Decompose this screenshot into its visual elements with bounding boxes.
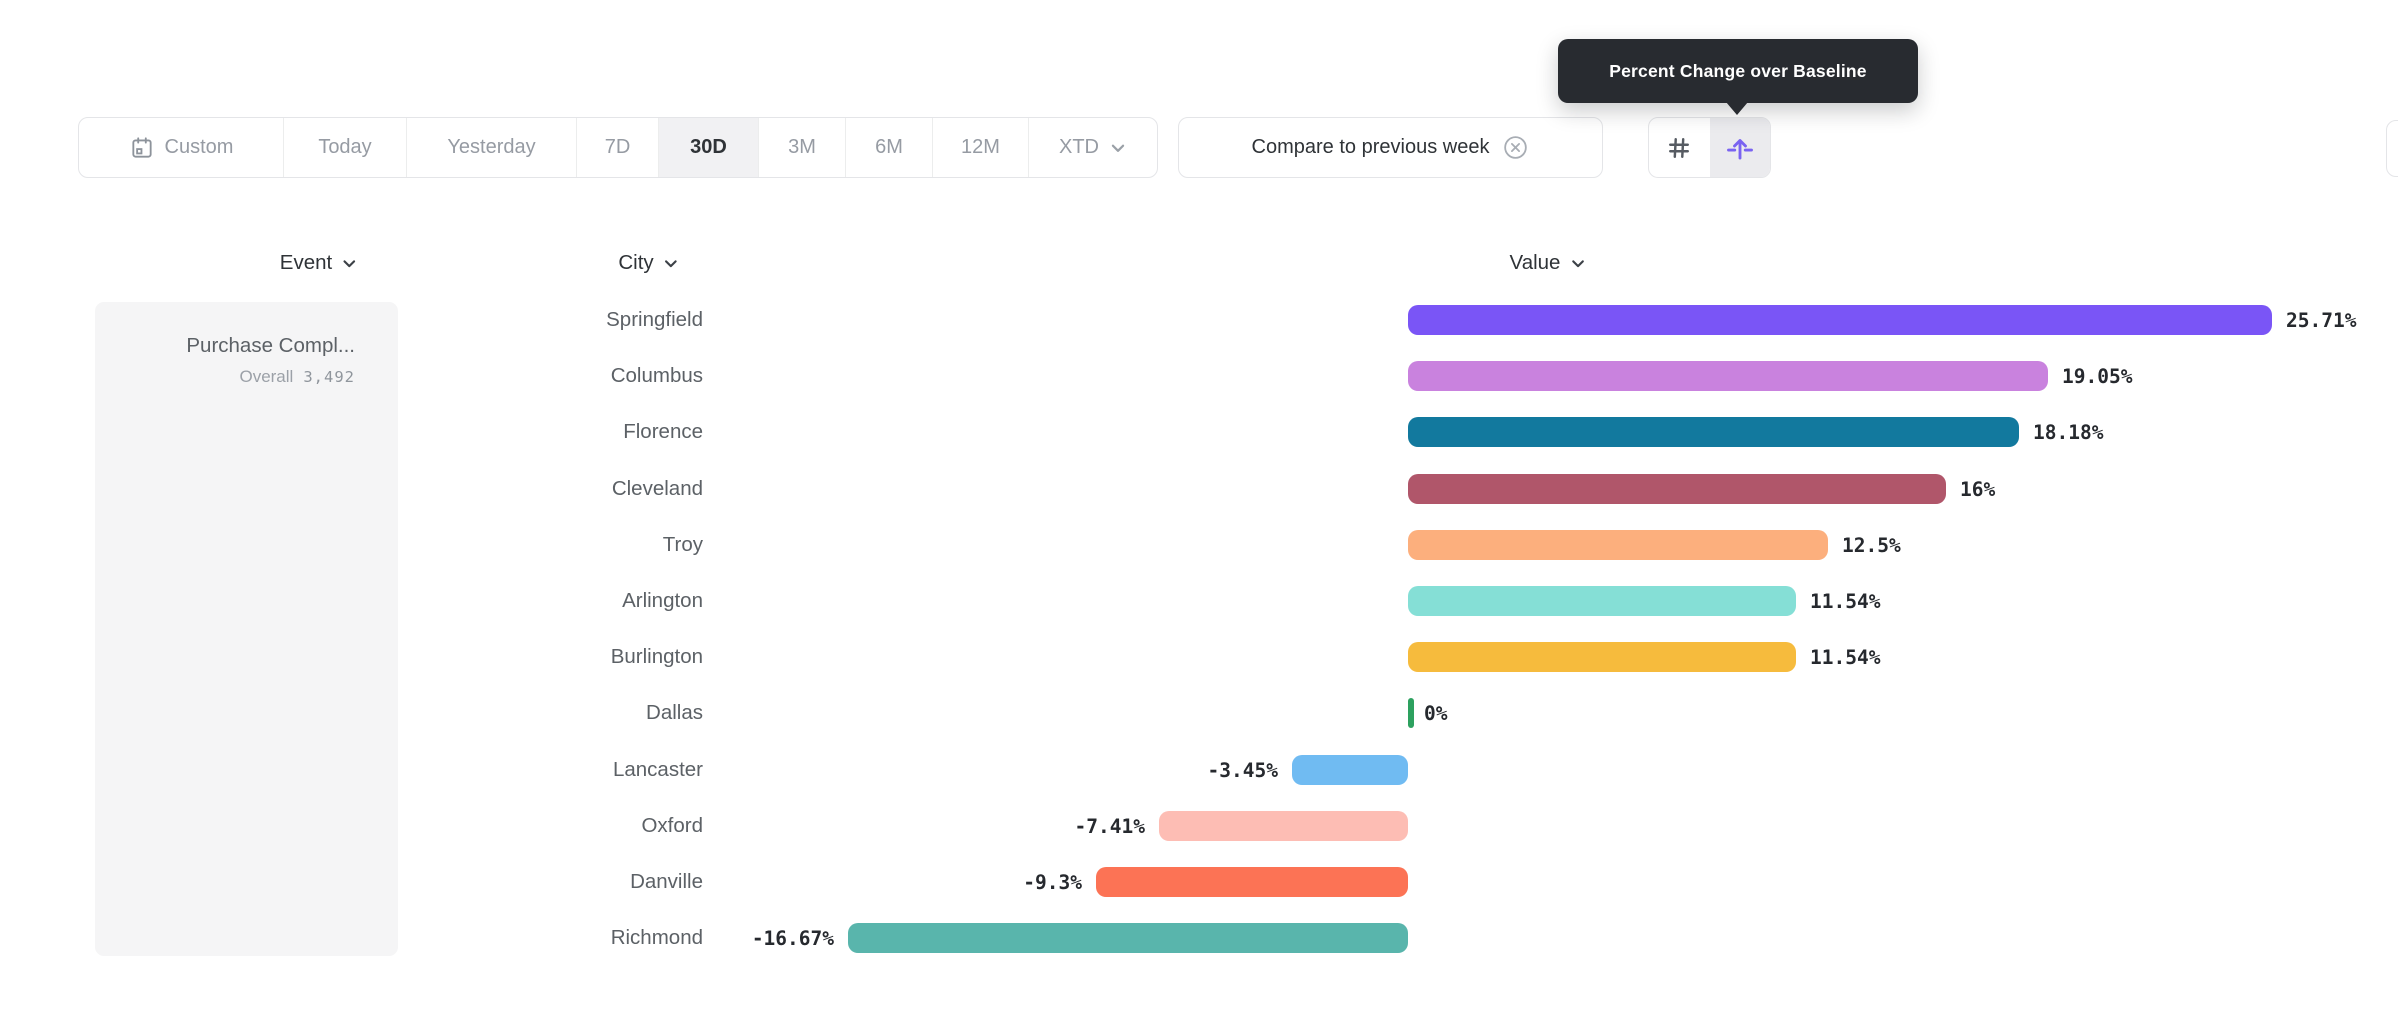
percent-change-button[interactable] (1709, 118, 1770, 177)
value-bar[interactable] (1292, 754, 1408, 785)
date-range-label: 12M (961, 136, 1000, 158)
date-range-3m[interactable]: 3M (759, 118, 846, 177)
date-range-yesterday[interactable]: Yesterday (407, 118, 577, 177)
chart-row: Oxford -7.41% (0, 798, 2398, 854)
date-range-custom[interactable]: Custom (79, 118, 284, 177)
chart-row: Columbus 19.05% (0, 348, 2398, 404)
date-range-label: 7D (604, 136, 631, 158)
column-header-label: Value (1509, 251, 1561, 274)
chart-row: Arlington 11.54% (0, 573, 2398, 629)
date-range-12m[interactable]: 12M (933, 118, 1029, 177)
chart-row: Troy 12.5% (0, 517, 2398, 573)
value-bar[interactable] (1408, 473, 1946, 504)
value-label: 16% (1960, 477, 1996, 501)
date-range-30d[interactable]: 30D (659, 118, 759, 177)
column-header-event[interactable]: Event (280, 247, 358, 279)
value-label: 11.54% (1810, 590, 1881, 613)
event-name: Purchase Compl... (186, 334, 355, 357)
value-label: -9.3% (1023, 871, 1082, 894)
value-bar[interactable] (1408, 305, 2272, 335)
date-range-control: Custom Today Yesterday 7D 30D 3M 6M 12M … (78, 117, 1158, 178)
chart-row: Richmond -16.67% (0, 910, 2398, 966)
absolute-values-button[interactable] (1649, 118, 1710, 177)
city-label: Richmond (610, 926, 703, 950)
value-label: 11.54% (1810, 646, 1881, 670)
value-bar[interactable] (1408, 529, 1828, 560)
calendar-icon (129, 135, 155, 161)
x-circle-icon[interactable] (1502, 134, 1529, 161)
value-bar[interactable] (848, 923, 1408, 954)
compare-chip[interactable]: Compare to previous week (1178, 117, 1603, 178)
date-range-label: Custom (164, 136, 234, 158)
date-range-label: 30D (690, 136, 727, 158)
truncated-button-right[interactable] (2386, 120, 2398, 177)
date-range-label: Yesterday (447, 136, 536, 158)
value-label: 19.05% (2062, 365, 2133, 389)
date-range-7d[interactable]: 7D (577, 118, 659, 177)
value-bar[interactable] (1408, 586, 1796, 616)
event-cell[interactable]: Purchase Compl... Overall 3,492 (95, 302, 398, 956)
value-bar[interactable] (1159, 810, 1408, 841)
date-range-label: XTD (1059, 136, 1099, 158)
city-label: Cleveland (611, 476, 703, 500)
column-header-label: Event (279, 251, 333, 274)
chevron-down-icon (1569, 255, 1586, 272)
compare-chip-label: Compare to previous week (1251, 136, 1490, 158)
chart-row: Springfield 25.71% (0, 292, 2398, 348)
city-label: Springfield (606, 308, 703, 331)
chart-row: Dallas 0% (0, 685, 2398, 741)
chart-row: Cleveland 16% (0, 461, 2398, 517)
overall-value: 3,492 (303, 368, 355, 386)
date-range-today[interactable]: Today (284, 118, 407, 177)
tooltip-text: Percent Change over Baseline (1609, 60, 1867, 81)
date-range-label: Today (318, 136, 372, 158)
date-range-6m[interactable]: 6M (846, 118, 933, 177)
city-label: Lancaster (612, 757, 703, 781)
event-overall: Overall 3,492 (115, 367, 355, 387)
display-mode-toggle (1648, 117, 1771, 178)
city-label: Danville (630, 870, 703, 893)
column-header-city[interactable]: City (618, 247, 679, 279)
chevron-down-icon (341, 255, 358, 272)
chart-row: Danville -9.3% (0, 854, 2398, 910)
date-range-label: 3M (788, 136, 816, 158)
overall-label: Overall (239, 367, 294, 386)
arrow-up-from-baseline-icon (1725, 133, 1755, 163)
city-label: Columbus (610, 364, 703, 388)
value-label: -7.41% (1074, 814, 1145, 838)
value-bar[interactable] (1408, 642, 1796, 673)
value-label: 0% (1424, 702, 1448, 726)
value-label: 12.5% (1842, 533, 1901, 557)
chart-row: Burlington 11.54% (0, 629, 2398, 685)
value-label: -3.45% (1207, 758, 1278, 782)
city-label: Burlington (610, 645, 703, 669)
value-bar[interactable] (1408, 698, 1414, 729)
value-label: 25.71% (2286, 309, 2357, 332)
value-label: -16.67% (751, 927, 834, 951)
chart-row: Florence 18.18% (0, 404, 2398, 460)
value-bar[interactable] (1408, 417, 2019, 448)
chevron-down-icon (1109, 139, 1127, 157)
value-bar[interactable] (1096, 867, 1408, 897)
value-bar[interactable] (1408, 361, 2048, 392)
date-range-label: 6M (875, 136, 903, 158)
city-label: Troy (662, 532, 703, 556)
city-label: Oxford (641, 813, 703, 837)
city-label: Florence (623, 420, 703, 444)
city-label: Arlington (622, 589, 703, 612)
date-range-xtd[interactable]: XTD (1029, 118, 1157, 177)
column-header-value[interactable]: Value (1510, 247, 1587, 279)
city-label: Dallas (646, 701, 703, 725)
chart-row: Lancaster -3.45% (0, 742, 2398, 798)
hash-icon (1665, 134, 1693, 162)
value-label: 18.18% (2033, 421, 2104, 445)
chevron-down-icon (663, 255, 680, 272)
tooltip-percent-change: Percent Change over Baseline (1558, 39, 1918, 115)
column-header-label: City (618, 251, 654, 274)
